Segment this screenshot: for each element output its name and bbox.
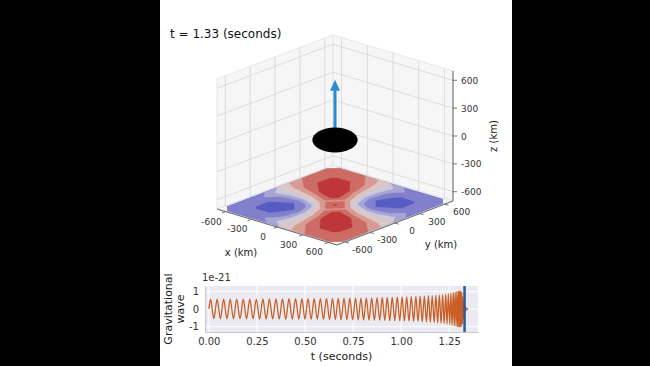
x-tick-label: 1.00 bbox=[390, 336, 412, 347]
axis-offset-label: 1e-21 bbox=[202, 272, 231, 283]
contour-band bbox=[275, 168, 395, 241]
plot-background bbox=[205, 286, 478, 332]
contour-band bbox=[227, 168, 442, 241]
contour-band bbox=[318, 178, 353, 232]
x-tick: 1.25 bbox=[439, 332, 461, 347]
z-tick-mark bbox=[453, 163, 457, 164]
x-tick: 1.00 bbox=[390, 332, 412, 347]
root: -600 -300 0 300 600 -600 -300 0 300 600 -600 -300 0 3… bbox=[0, 0, 650, 366]
pane-floor bbox=[217, 165, 453, 245]
grid-3d bbox=[217, 38, 453, 243]
contour-band bbox=[227, 168, 442, 241]
y-tick-label: -300 bbox=[377, 235, 398, 245]
y-axis-title-line: wave bbox=[174, 294, 187, 323]
x-axis-line bbox=[217, 209, 337, 245]
x-tick: 0.25 bbox=[246, 332, 268, 347]
z-tick-mark bbox=[453, 80, 457, 81]
figure-background bbox=[160, 0, 512, 366]
z-tick-mark bbox=[453, 108, 457, 109]
x-tick-label: 600 bbox=[306, 247, 323, 257]
y-tick-mark bbox=[445, 204, 449, 205]
z-tick-label: 0 bbox=[461, 132, 467, 142]
y-tick-label: 300 bbox=[428, 217, 445, 227]
x-axis-line bbox=[206, 332, 479, 333]
z-tick-label: 300 bbox=[461, 104, 478, 114]
y-axis-title: Gravitationalwave bbox=[162, 273, 187, 344]
contour-band bbox=[302, 168, 368, 241]
x-tick-label: 0.50 bbox=[294, 336, 316, 347]
figure: -600 -300 0 300 600 -600 -300 0 300 600 -600 -300 0 3… bbox=[0, 0, 650, 366]
y-axis: -1 0 1 bbox=[189, 286, 205, 332]
title: t = 1.33 (seconds) bbox=[170, 27, 281, 41]
x-tick-label: 0.00 bbox=[198, 336, 220, 347]
y-tick-label: -1 bbox=[189, 321, 199, 332]
panel-3d: -600 -300 0 300 600 -600 -300 0 300 600 -600 -300 0 3… bbox=[170, 27, 499, 258]
x-axis-title: t (seconds) bbox=[311, 350, 372, 363]
y-tick-label: 0 bbox=[193, 304, 199, 315]
y-tick-label: 1 bbox=[193, 286, 199, 297]
disk bbox=[312, 128, 357, 153]
x-tick-label: -300 bbox=[227, 224, 248, 234]
x-tick-mark bbox=[222, 212, 226, 213]
x-tick: 0.75 bbox=[342, 332, 364, 347]
z-tick-label: -600 bbox=[461, 187, 482, 197]
x-tick-label: 1.25 bbox=[439, 336, 461, 347]
y-tick: 1 bbox=[193, 286, 205, 297]
contour-band bbox=[290, 168, 381, 241]
y-tick: 0 bbox=[193, 304, 205, 315]
y-tick-label: 600 bbox=[453, 207, 470, 217]
y-tick-mark bbox=[345, 242, 349, 243]
y-tick-label: -600 bbox=[352, 245, 373, 255]
z-grid-line bbox=[217, 128, 453, 172]
y-tick: -1 bbox=[189, 321, 205, 332]
panel-line: 0.00 0.25 0.50 0.75 1.00 1.25 -1 0 11e-21 t (seco… bbox=[162, 272, 479, 363]
page-background bbox=[0, 0, 650, 366]
x-tick-label: 0.75 bbox=[342, 336, 364, 347]
y-tick-label: 0 bbox=[409, 226, 415, 236]
x-tick: 0.00 bbox=[198, 332, 220, 347]
z-tick-label: 600 bbox=[461, 76, 478, 86]
x-tick-mark bbox=[299, 235, 303, 236]
waveform-line bbox=[209, 291, 469, 327]
x-tick: 0.50 bbox=[294, 332, 316, 347]
y-grid-line bbox=[205, 291, 478, 292]
z-tick-mark bbox=[453, 191, 457, 192]
z-tick-label: -300 bbox=[461, 159, 482, 169]
plot-area bbox=[209, 286, 469, 332]
arrow-head bbox=[330, 80, 340, 91]
y-axis-line bbox=[205, 287, 206, 333]
time-marker bbox=[463, 286, 466, 332]
y-tick-mark bbox=[370, 232, 374, 233]
x-axis: 0.00 0.25 0.50 0.75 1.00 1.25 bbox=[198, 332, 478, 347]
x-tick-label: 300 bbox=[280, 240, 297, 250]
y-tick-mark bbox=[420, 214, 424, 215]
x-tick-label: -600 bbox=[201, 217, 222, 227]
z-axis-title: z (km) bbox=[488, 120, 499, 152]
x-tick-mark bbox=[248, 219, 252, 220]
x-tick-label: 0 bbox=[260, 232, 266, 242]
x-tick-mark bbox=[273, 227, 277, 228]
x-tick-mark bbox=[325, 242, 329, 243]
y-tick-mark bbox=[395, 223, 399, 224]
z-tick-mark bbox=[453, 136, 457, 137]
x-tick-label: 0.25 bbox=[246, 336, 268, 347]
contour-band bbox=[264, 168, 406, 241]
contour-group bbox=[227, 168, 442, 241]
x-axis-title: x (km) bbox=[225, 247, 258, 258]
y-grid-line bbox=[205, 326, 478, 327]
y-axis-title: y (km) bbox=[425, 239, 458, 250]
